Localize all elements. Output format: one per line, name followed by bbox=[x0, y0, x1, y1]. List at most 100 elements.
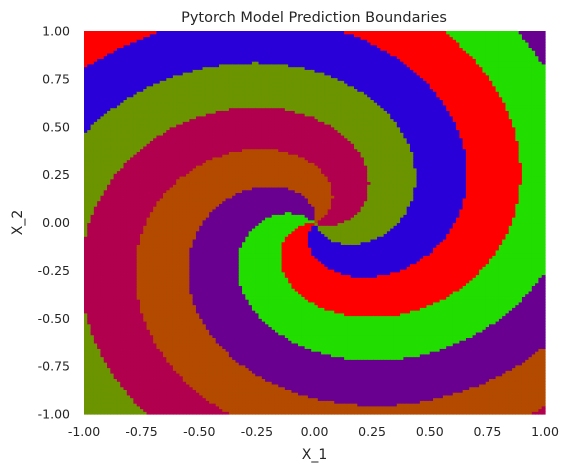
region-cell bbox=[97, 318, 102, 322]
region-cell bbox=[100, 364, 105, 369]
region-cell bbox=[84, 233, 88, 237]
region-cell bbox=[97, 244, 102, 248]
region-cell bbox=[93, 118, 98, 122]
region-cell bbox=[100, 277, 105, 281]
region-cell bbox=[87, 154, 92, 158]
region-cell bbox=[90, 195, 95, 199]
region-cell bbox=[97, 170, 102, 174]
region-cell bbox=[90, 238, 95, 243]
region-cell bbox=[87, 110, 92, 114]
region-cell bbox=[93, 206, 98, 210]
region-cell bbox=[84, 329, 88, 333]
region-cell bbox=[90, 170, 95, 174]
region-cell bbox=[97, 381, 102, 385]
region-cell bbox=[90, 375, 95, 380]
region-cell bbox=[97, 323, 102, 328]
region-cell bbox=[90, 181, 95, 185]
region-cell bbox=[97, 208, 102, 213]
region-cell bbox=[84, 370, 88, 374]
region-cell bbox=[90, 96, 95, 100]
region-cell bbox=[100, 301, 105, 306]
region-cell bbox=[84, 334, 88, 338]
region-cell bbox=[97, 293, 102, 297]
region-cell bbox=[87, 312, 92, 317]
region-cell bbox=[100, 359, 105, 363]
region-cell bbox=[97, 121, 102, 125]
region-cell bbox=[84, 244, 88, 248]
region-cell bbox=[93, 348, 98, 352]
region-cell bbox=[93, 403, 98, 407]
region-cell bbox=[93, 249, 98, 254]
region-cell bbox=[84, 260, 88, 265]
region-cell bbox=[87, 329, 92, 333]
region-cell bbox=[90, 93, 95, 98]
region-cell bbox=[84, 255, 88, 259]
region-cell bbox=[87, 342, 92, 347]
region-cell bbox=[84, 77, 88, 81]
region-cell bbox=[93, 214, 98, 218]
region-cell bbox=[93, 165, 98, 169]
region-cell bbox=[84, 230, 88, 235]
region-cell bbox=[87, 192, 92, 196]
region-cell bbox=[84, 118, 88, 122]
region-cell bbox=[97, 110, 102, 114]
region-cell bbox=[97, 222, 102, 226]
region-cell bbox=[97, 269, 102, 273]
region-cell bbox=[97, 225, 102, 229]
region-cell bbox=[97, 50, 102, 54]
region-cell bbox=[87, 115, 92, 120]
region-cell bbox=[97, 334, 102, 338]
region-cell bbox=[84, 299, 88, 303]
region-cell bbox=[97, 356, 102, 360]
region-cell bbox=[100, 312, 105, 317]
region-cell bbox=[87, 269, 92, 273]
region-cell bbox=[93, 394, 98, 399]
region-cell bbox=[93, 99, 98, 103]
region-cell bbox=[97, 389, 102, 393]
region-cell bbox=[87, 279, 92, 284]
region-cell bbox=[90, 44, 95, 49]
region-cell bbox=[97, 181, 102, 185]
region-cell bbox=[84, 359, 88, 363]
region-cell bbox=[93, 255, 98, 259]
region-cell bbox=[100, 351, 105, 355]
region-cell bbox=[87, 195, 92, 199]
region-cell bbox=[97, 277, 102, 281]
region-cell bbox=[97, 148, 102, 152]
region-cell bbox=[93, 299, 98, 303]
region-cell bbox=[97, 47, 102, 51]
region-cell bbox=[100, 299, 105, 303]
region-cell bbox=[93, 340, 98, 344]
region-cell bbox=[87, 258, 92, 262]
region-cell bbox=[93, 184, 98, 188]
region-cell bbox=[93, 178, 98, 183]
region-cell bbox=[90, 383, 95, 388]
region-cell bbox=[90, 397, 95, 401]
region-cell bbox=[84, 337, 88, 341]
region-cell bbox=[90, 118, 95, 122]
region-cell bbox=[84, 156, 88, 161]
region-cell bbox=[87, 91, 92, 95]
region-cell bbox=[90, 381, 95, 385]
region-cell bbox=[100, 394, 105, 399]
region-cell bbox=[97, 312, 102, 317]
region-cell bbox=[84, 331, 88, 336]
region-cell bbox=[87, 167, 92, 172]
region-cell bbox=[100, 403, 105, 407]
region-cell bbox=[100, 331, 105, 336]
region-cell bbox=[90, 77, 95, 81]
region-cell bbox=[90, 244, 95, 248]
region-cell bbox=[90, 151, 95, 155]
region-cell bbox=[90, 337, 95, 341]
region-cell bbox=[93, 186, 98, 191]
region-cell bbox=[87, 301, 92, 306]
region-cell bbox=[90, 307, 95, 311]
region-cell bbox=[100, 362, 105, 366]
region-cell bbox=[87, 249, 92, 254]
region-cell bbox=[97, 159, 102, 163]
region-cell bbox=[93, 170, 98, 174]
region-cell bbox=[87, 178, 92, 183]
region-cell bbox=[87, 189, 92, 194]
region-cell bbox=[87, 227, 92, 232]
region-cell bbox=[87, 233, 92, 237]
